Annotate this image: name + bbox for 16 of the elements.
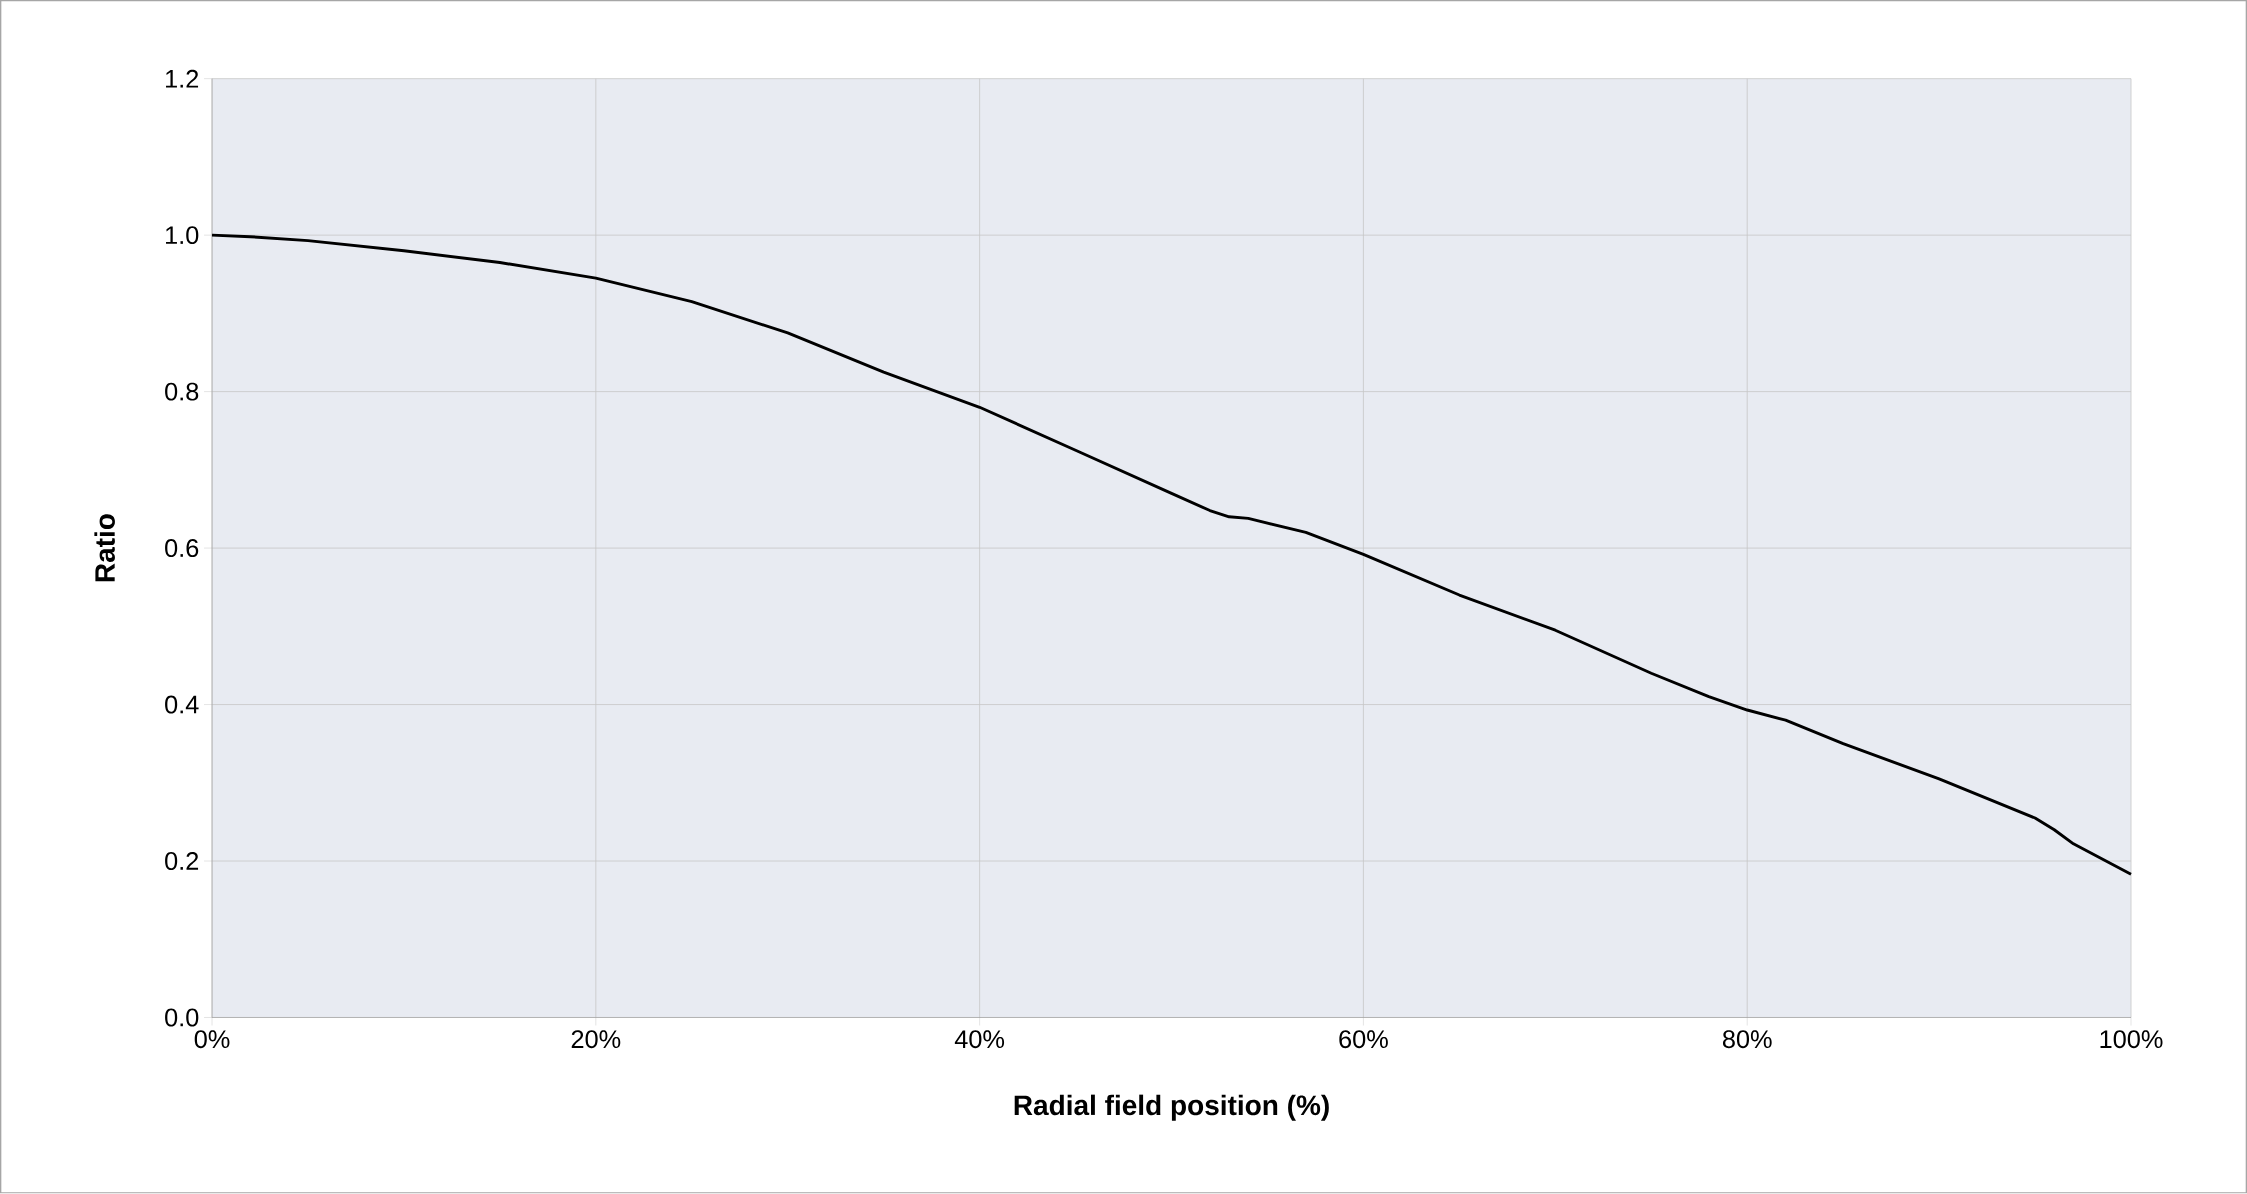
y-tick-label: 0.2: [165, 852, 199, 871]
x-tick-label: 40%: [954, 1030, 1005, 1049]
y-tick-label: 0.8: [165, 382, 199, 401]
x-tick-label: 60%: [1339, 1030, 1388, 1049]
y-tick-label: 0.0: [165, 1008, 199, 1027]
x-tick-label: 0%: [194, 1030, 230, 1049]
x-tick-label: 20%: [571, 1030, 621, 1049]
x-axis-title: Radial field position (%): [1014, 1094, 1329, 1121]
x-tick-label: 80%: [1722, 1030, 1772, 1049]
line-series: [210, 233, 2133, 877]
y-tick-label: 0.6: [165, 539, 199, 558]
y-tick-label: 1.0: [166, 226, 199, 245]
y-tick-label: 0.4: [165, 695, 199, 714]
y-axis-title: Ratio: [94, 514, 115, 582]
x-tick-label: 100%: [2100, 1030, 2163, 1049]
y-tick-label: 1.2: [166, 70, 199, 88]
